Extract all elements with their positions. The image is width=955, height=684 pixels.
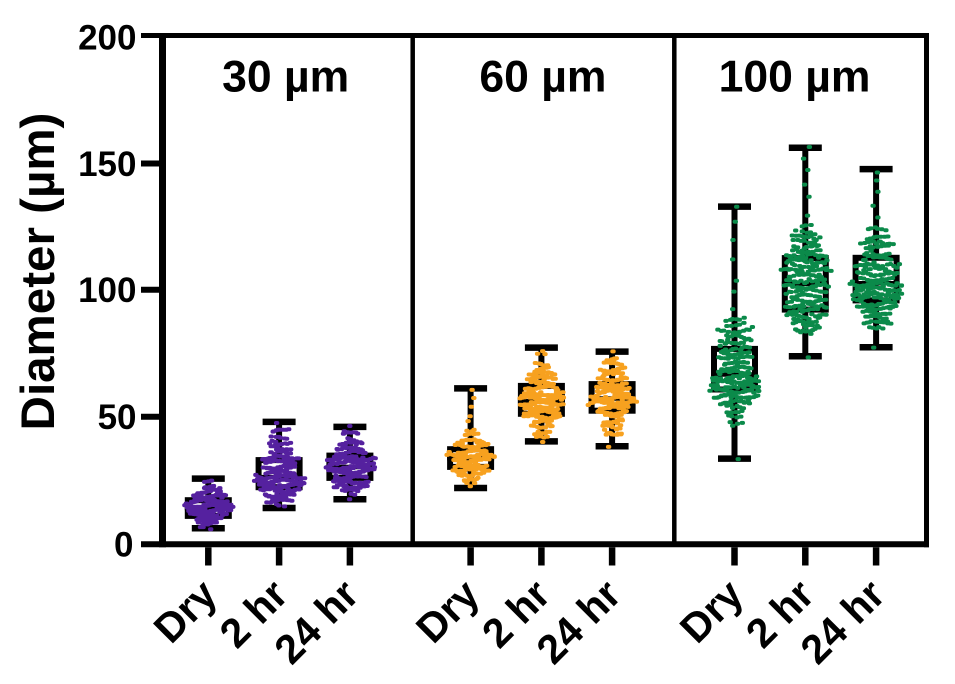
svg-text:100 µm: 100 µm	[719, 53, 871, 102]
svg-text:30 µm: 30 µm	[222, 53, 349, 102]
svg-text:200: 200	[78, 19, 136, 58]
svg-text:60 µm: 60 µm	[479, 53, 606, 102]
svg-text:150: 150	[78, 145, 136, 184]
svg-text:0: 0	[114, 526, 133, 565]
svg-text:Diameter (µm): Diameter (µm)	[12, 113, 65, 431]
svg-text:50: 50	[98, 398, 137, 437]
svg-text:100: 100	[78, 271, 136, 310]
